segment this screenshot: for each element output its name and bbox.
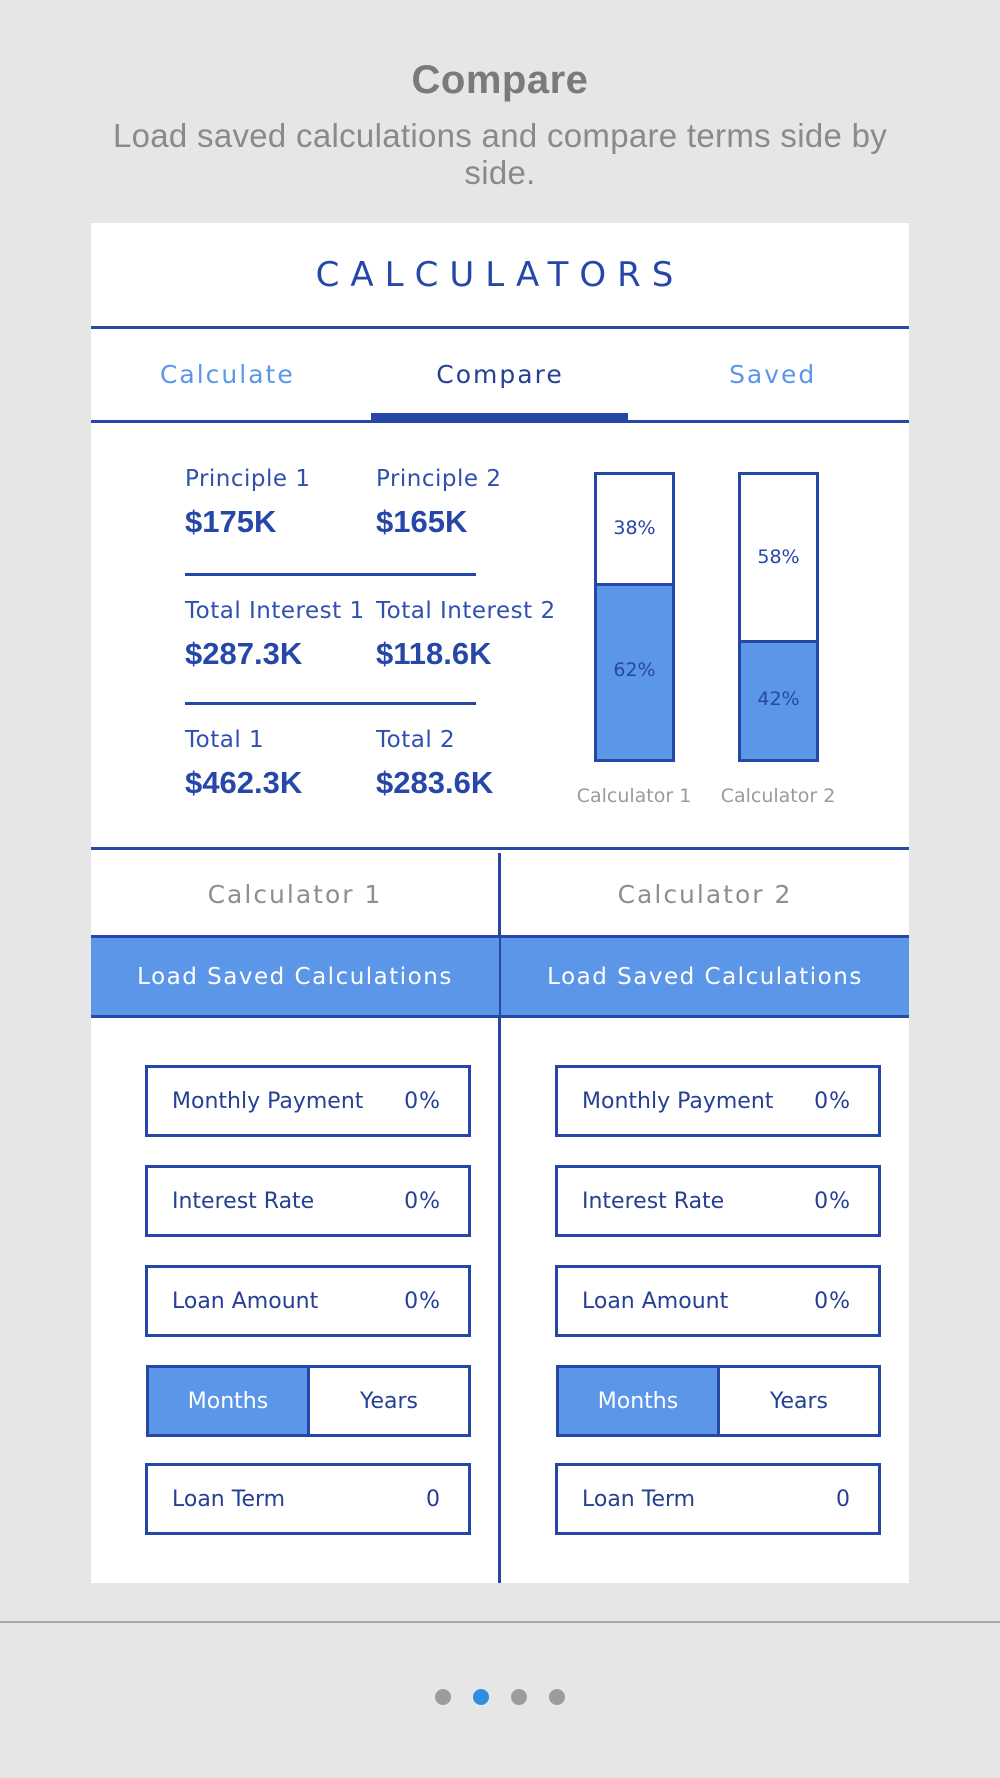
- term-unit-toggle-1: Months Years: [146, 1365, 471, 1437]
- loan-amount-field-2[interactable]: Loan Amount 0%: [555, 1265, 881, 1337]
- calculator-2-bar-label: Calculator 2: [720, 785, 836, 807]
- monthly-payment-value: 0%: [814, 1088, 851, 1114]
- calculator-1-bar-fill: [597, 583, 672, 759]
- total-1-value: $462.3K: [185, 765, 303, 800]
- page-title: Compare: [411, 58, 589, 102]
- interest-rate-value: 0%: [814, 1188, 851, 1214]
- tab-bar: Calculate Compare Saved: [91, 329, 909, 423]
- loan-term-value: 0: [426, 1486, 441, 1512]
- calculator-2-column: Calculator 2 Load Saved Calculations Mon…: [501, 853, 909, 1583]
- loan-term-field-2[interactable]: Loan Term 0: [555, 1463, 881, 1535]
- total-2-label: Total 2: [376, 727, 456, 753]
- interest-rate-field-2[interactable]: Interest Rate 0%: [555, 1165, 881, 1237]
- tab-calculate[interactable]: Calculate: [159, 360, 295, 389]
- interest-1-stat: Total Interest 1 $287.3K: [185, 598, 365, 672]
- interest-rate-label: Interest Rate: [582, 1188, 725, 1214]
- interest-2-stat: Total Interest 2 $118.6K: [376, 598, 556, 672]
- calculator-2-top-percent: 58%: [757, 545, 800, 568]
- total-1-label: Total 1: [185, 727, 265, 753]
- principle-2-label: Principle 2: [376, 466, 502, 492]
- calculator-columns: Calculator 1 Load Saved Calculations Mon…: [91, 853, 909, 1583]
- interest-rate-label: Interest Rate: [172, 1188, 315, 1214]
- page-dot[interactable]: [435, 1689, 451, 1705]
- calculator-2-bottom-percent: 42%: [757, 687, 800, 710]
- term-unit-toggle-2: Months Years: [556, 1365, 881, 1437]
- monthly-payment-label: Monthly Payment: [172, 1088, 364, 1114]
- monthly-payment-label: Monthly Payment: [582, 1088, 774, 1114]
- principle-1-label: Principle 1: [185, 466, 311, 492]
- interest-rate-field-1[interactable]: Interest Rate 0%: [145, 1165, 471, 1237]
- years-option[interactable]: Years: [359, 1388, 419, 1414]
- months-option[interactable]: Months: [149, 1368, 310, 1434]
- interest-2-label: Total Interest 2: [376, 598, 556, 624]
- loan-amount-field-1[interactable]: Loan Amount 0%: [145, 1265, 471, 1337]
- page-dot[interactable]: [511, 1689, 527, 1705]
- loan-term-field-1[interactable]: Loan Term 0: [145, 1463, 471, 1535]
- loan-amount-value: 0%: [404, 1288, 441, 1314]
- principle-2-value: $165K: [376, 504, 468, 539]
- calculator-1-bottom-percent: 62%: [613, 659, 656, 681]
- loan-amount-value: 0%: [814, 1288, 851, 1314]
- principle-1-value: $175K: [185, 504, 277, 539]
- load-saved-calculations-button-2[interactable]: Load Saved Calculations: [501, 935, 909, 1018]
- calculator-1-bar-label: Calculator 1: [576, 785, 692, 807]
- principle-1-stat: Principle 1 $175K: [185, 466, 311, 540]
- interest-2-value: $118.6K: [376, 636, 492, 671]
- total-2-stat: Total 2 $283.6K: [376, 727, 493, 801]
- interest-rate-value: 0%: [404, 1188, 441, 1214]
- principle-2-stat: Principle 2 $165K: [376, 466, 502, 540]
- monthly-payment-field-2[interactable]: Monthly Payment 0%: [555, 1065, 881, 1137]
- monthly-payment-field-1[interactable]: Monthly Payment 0%: [145, 1065, 471, 1137]
- page-indicator: [0, 1689, 1000, 1705]
- page-dot[interactable]: [473, 1689, 489, 1705]
- loan-amount-label: Loan Amount: [172, 1288, 319, 1314]
- years-option[interactable]: Years: [769, 1388, 829, 1414]
- page-dot[interactable]: [549, 1689, 565, 1705]
- calculator-1-heading: Calculator 1: [207, 879, 383, 909]
- total-1-stat: Total 1 $462.3K: [185, 727, 302, 801]
- total-2-value: $283.6K: [376, 765, 494, 800]
- card-title: CALCULATORS: [91, 223, 909, 329]
- column-divider: [498, 853, 501, 1583]
- monthly-payment-value: 0%: [404, 1088, 441, 1114]
- calculators-card: CALCULATORS Calculate Compare Saved Prin…: [91, 223, 909, 1583]
- calculator-1-bar: 38% 62%: [594, 472, 675, 762]
- footer-divider: [0, 1621, 1000, 1623]
- calculator-2-heading: Calculator 2: [617, 879, 793, 909]
- calculator-1-column: Calculator 1 Load Saved Calculations Mon…: [91, 853, 499, 1583]
- loan-amount-label: Loan Amount: [582, 1288, 729, 1314]
- tab-compare[interactable]: Compare: [436, 360, 564, 389]
- loan-term-label: Loan Term: [172, 1486, 286, 1512]
- summary-divider: [185, 702, 476, 705]
- comparison-summary: Principle 1 $175K Principle 2 $165K Tota…: [91, 423, 909, 850]
- intro-header: Compare Load saved calculations and comp…: [0, 0, 1000, 191]
- summary-divider: [185, 573, 476, 576]
- calculator-2-bar: 58% 42%: [738, 472, 819, 762]
- interest-1-value: $287.3K: [185, 636, 303, 671]
- tab-saved[interactable]: Saved: [729, 360, 817, 389]
- months-option[interactable]: Months: [559, 1368, 720, 1434]
- loan-term-value: 0: [836, 1486, 851, 1512]
- load-saved-calculations-button-1[interactable]: Load Saved Calculations: [91, 935, 499, 1018]
- page-subtitle: Load saved calculations and compare term…: [112, 117, 888, 191]
- interest-1-label: Total Interest 1: [185, 598, 365, 624]
- active-tab-indicator: [371, 413, 628, 420]
- calculator-1-top-percent: 38%: [613, 517, 656, 539]
- calculator-2-bar-fill: [741, 640, 816, 759]
- loan-term-label: Loan Term: [582, 1486, 696, 1512]
